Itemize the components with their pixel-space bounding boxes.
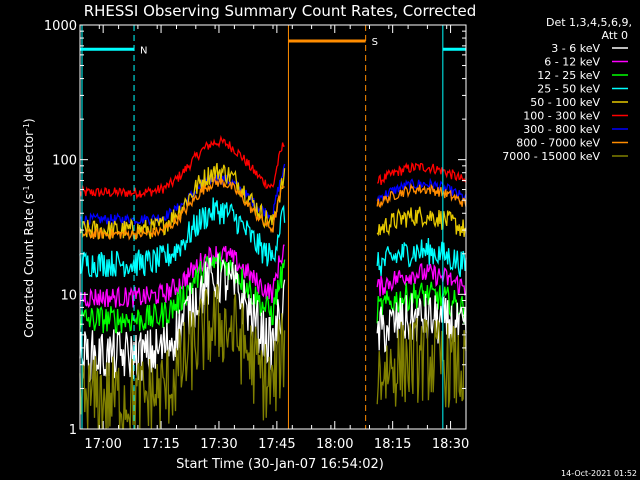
legend-label: 25 - 50 keV: [537, 83, 600, 96]
flag-markers: NS: [80, 25, 466, 429]
legend-label: 800 - 7000 keV: [516, 137, 600, 150]
series-line-5: [79, 244, 285, 309]
x-tick-label: 18:00: [316, 437, 353, 452]
series-line-7: [79, 253, 286, 383]
axes: 1 10 100 1000 17:00 17:15 17:30 17:45 18:00 18:15…: [44, 19, 469, 452]
series-line-7: [376, 293, 467, 353]
series-line-6: [79, 251, 286, 334]
y-tick-label: 1: [69, 423, 77, 438]
chart-title: RHESSI Observing Summary Count Rates, Co…: [84, 2, 477, 20]
series-line-4: [79, 197, 286, 278]
series-line-0: [376, 162, 467, 186]
footer-timestamp: 14-Oct-2021 01:52: [561, 469, 637, 478]
x-tick-label: 17:30: [200, 437, 237, 452]
x-tick-label: 18:30: [432, 437, 469, 452]
series-line-1: [376, 177, 467, 202]
y-tick-label: 1000: [44, 19, 77, 34]
series-line-2: [79, 162, 286, 240]
x-tick-label: 17:45: [258, 437, 295, 452]
legend-label: 3 - 6 keV: [551, 42, 600, 55]
y-tick-label: 100: [52, 154, 77, 169]
series-line-5: [376, 263, 467, 297]
legend-label: 6 - 12 keV: [544, 56, 600, 69]
flag-label-S: S: [372, 37, 378, 48]
series-line-2: [376, 206, 467, 237]
y-axis-label: Corrected Count Rate (s-1 detector-1): [22, 118, 37, 337]
x-axis-label: Start Time (30-Jan-07 16:54:02): [176, 457, 384, 472]
series-line-8: [79, 284, 286, 430]
legend-label: 7000 - 15000 keV: [502, 150, 600, 163]
y-tick-label: 10: [60, 288, 77, 303]
legend-label: 100 - 300 keV: [523, 110, 600, 123]
series-line-4: [376, 237, 467, 277]
legend-header-line1: Det 1,3,4,5,6,9,: [546, 16, 632, 29]
flag-label-N: N: [140, 45, 147, 56]
legend-label: 50 - 100 keV: [530, 96, 600, 109]
legend-header-line2: Att 0: [602, 29, 628, 42]
data-series: [79, 134, 467, 430]
series-line-3: [79, 176, 285, 241]
x-tick-label: 18:15: [374, 437, 411, 452]
legend-label: 12 - 25 keV: [537, 69, 600, 82]
series-line-3: [376, 182, 467, 209]
x-tick-label: 17:15: [142, 437, 179, 452]
x-tick-label: 17:00: [84, 437, 121, 452]
series-line-0: [79, 134, 285, 200]
series-line-8: [376, 317, 467, 408]
legend-label: 300 - 800 keV: [523, 123, 600, 136]
